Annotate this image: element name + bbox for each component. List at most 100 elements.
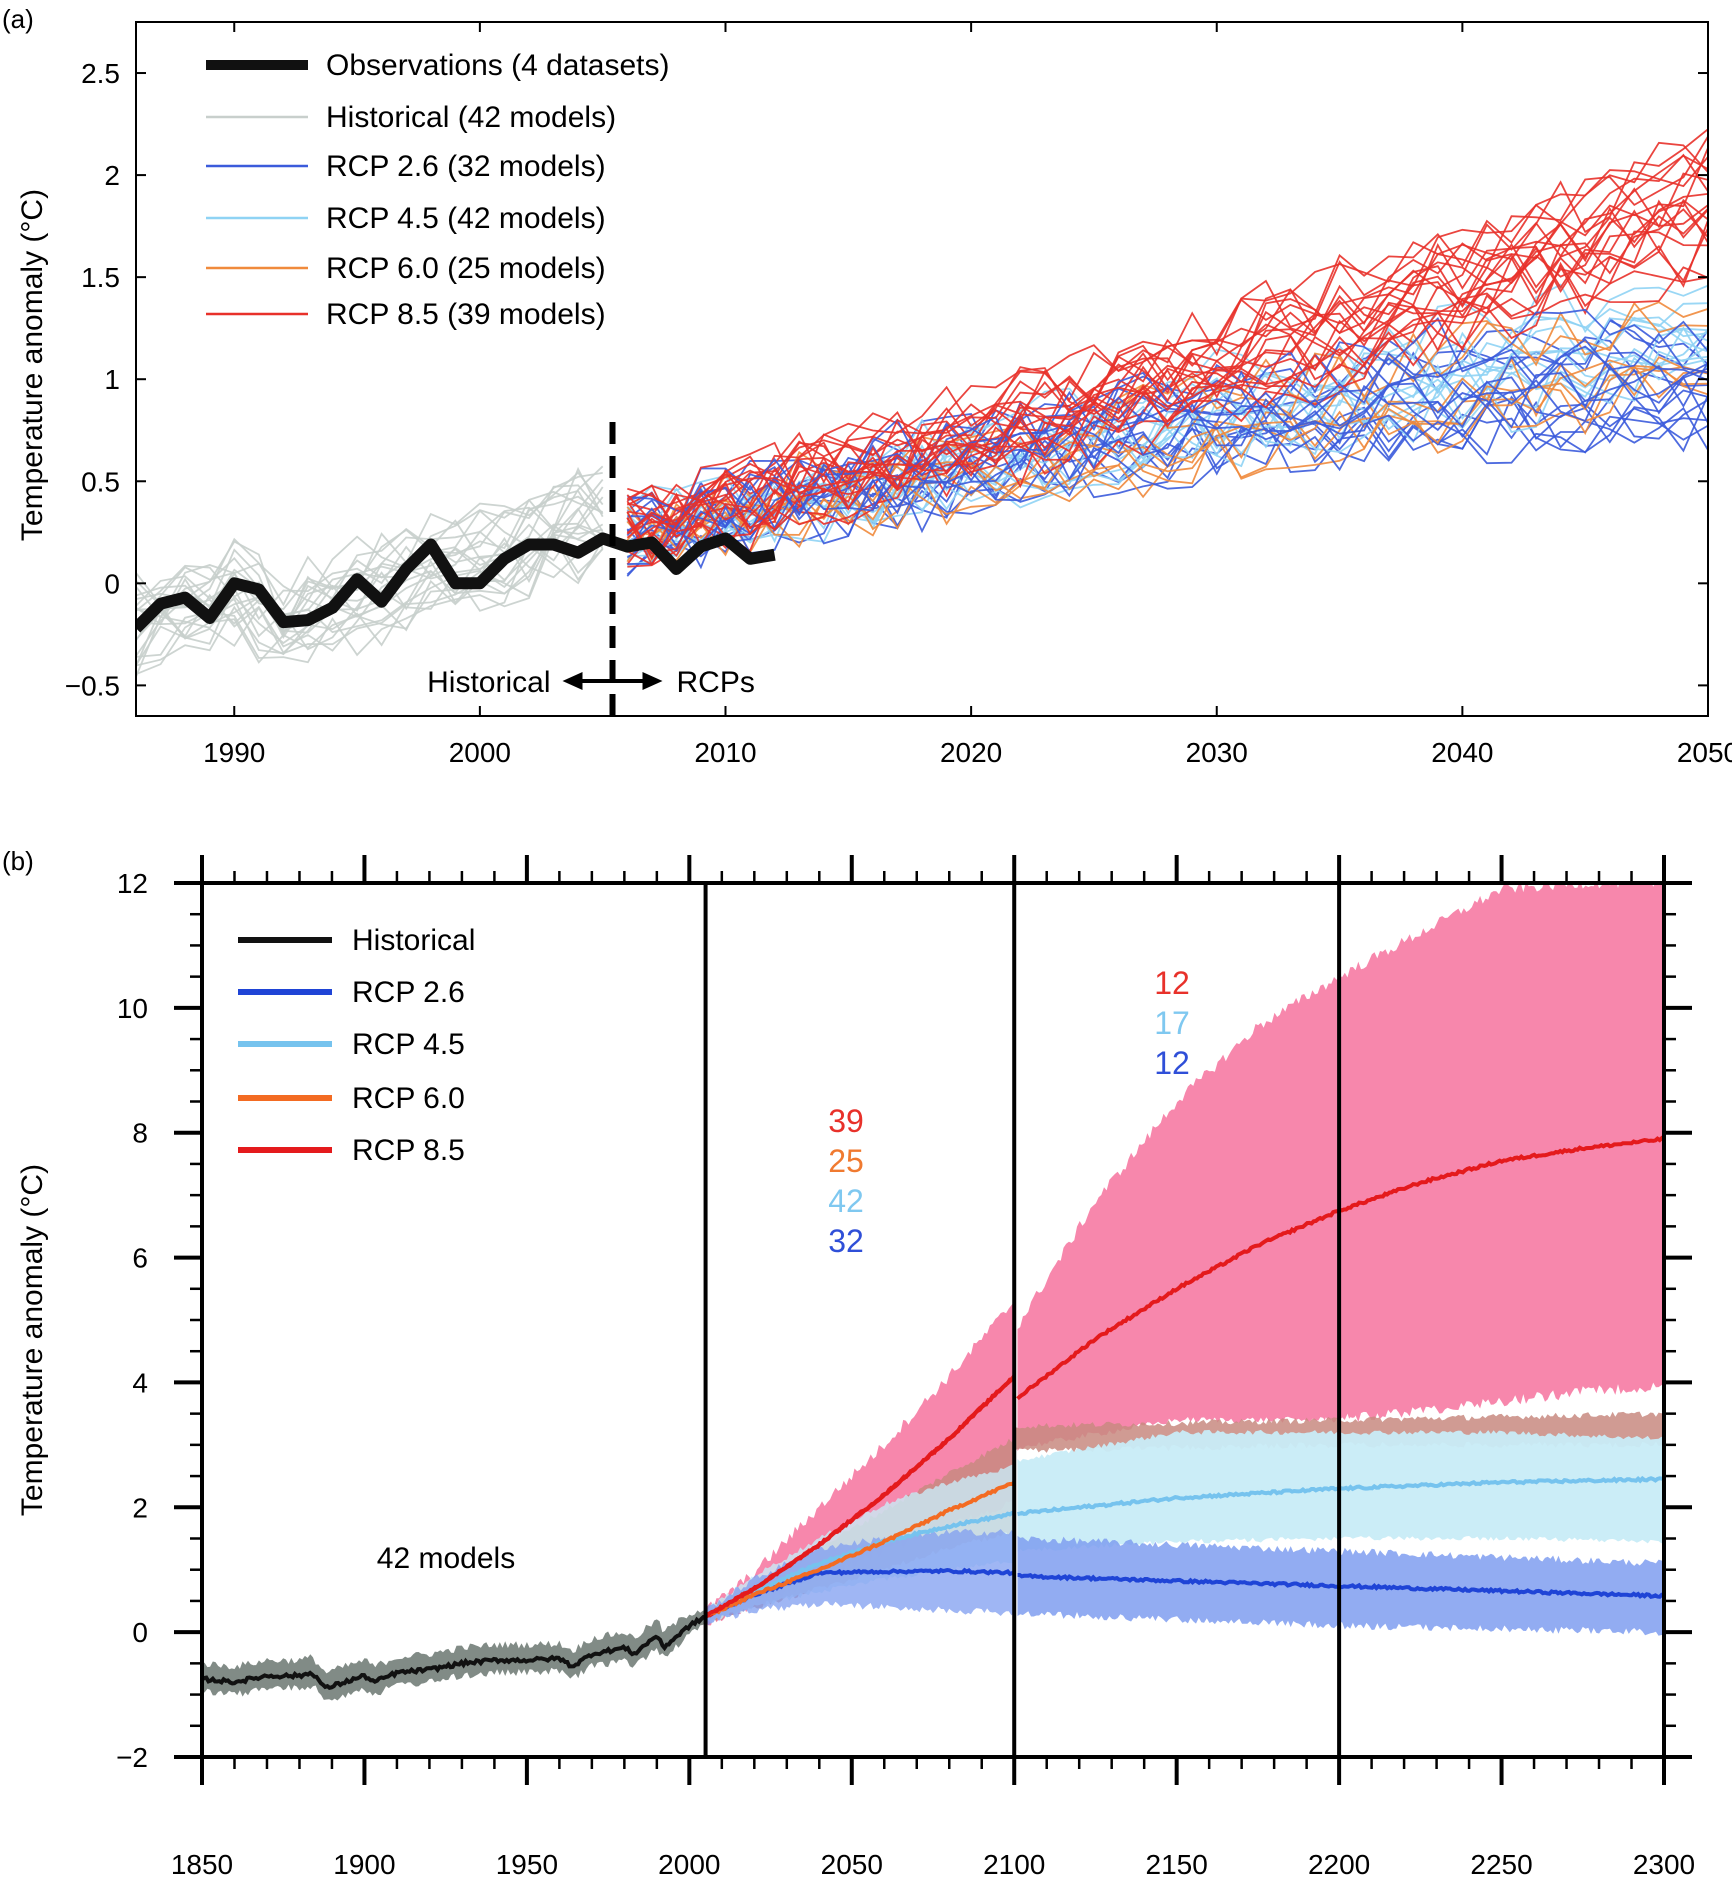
- series-rcp-2-6-32-models-model-7: [626, 368, 1708, 548]
- panel-a-legend: Observations (4 datasets) Historical (42 …: [206, 49, 670, 331]
- y-tick-label-1: 0: [104, 568, 120, 599]
- legend-label-historical-42-models: Historical (42 models): [326, 101, 616, 134]
- legend-label-historical: Historical: [352, 924, 475, 957]
- series-historical-42-models-model-12: [136, 484, 604, 637]
- panel-a-y-ticks: −0.5 0 0.5 1 1.5 2 2.5: [65, 58, 1708, 701]
- count-label-ext-1: 12: [1154, 965, 1190, 1001]
- panel-a: (a) Historical RCPs 1990 2000 2010 2020 2030…: [2, 4, 1732, 768]
- x-tick-label-2000: 2000: [658, 1849, 720, 1880]
- legend-label-observations-4-datasets: Observations (4 datasets): [326, 49, 670, 82]
- annotation-rcps: RCPs: [677, 666, 755, 699]
- series-rcp-2-6-32-models-model-2: [627, 308, 1708, 531]
- count-label-ext-3: 12: [1154, 1045, 1190, 1081]
- series-rcp-2-6-32-models-model-3: [627, 332, 1708, 529]
- legend-label-rcp-2-6: RCP 2.6: [352, 976, 465, 1009]
- count-label-ext-2: 17: [1154, 1005, 1190, 1041]
- x-tick-label-2020: 2020: [940, 737, 1002, 768]
- series-historical-42-models-model-19: [136, 535, 604, 676]
- series-observations-line: [136, 532, 776, 633]
- count-label-3: 42: [828, 1183, 864, 1219]
- series-rcp-8-5-39-models-model-10: [626, 156, 1708, 535]
- count-label-1: 39: [828, 1103, 864, 1139]
- panel-a-series: [136, 128, 1708, 678]
- x-tick-label-2000: 2000: [449, 737, 511, 768]
- series-rcp-8-5-39-models-model-9: [626, 199, 1708, 551]
- x-tick-label-1850: 1850: [171, 1849, 233, 1880]
- series-rcp-8-5-39-models-model-5: [626, 230, 1708, 560]
- y-tick-label-3: 4: [132, 1367, 148, 1398]
- series-historical-42-models-model-5: [136, 466, 604, 619]
- series-rcp-8-5-39-models-model-8: [626, 147, 1708, 539]
- panel-a-frame: [135, 21, 1709, 717]
- y-tick-label-2: 0.5: [81, 466, 120, 497]
- series-rcp-8-5-39-models-model-4: [626, 193, 1708, 535]
- panel-b-x-ticks: 1850 1900 1950 2000 2050 2100 2150 2200 2250 2300: [171, 855, 1695, 1880]
- x-tick-label-2200: 2200: [1308, 1849, 1370, 1880]
- x-tick-label-2300: 2300: [1633, 1849, 1695, 1880]
- arrow-head-left: [562, 672, 583, 690]
- panel-b-vertical-lines: [703, 883, 1342, 1757]
- series-rcp-8-5-39-models-model-8: [626, 261, 1708, 566]
- series-rcp-4-5-42-models-model-9: [627, 328, 1708, 552]
- band-rcp-8-5-to-2100: [705, 1301, 1015, 1626]
- x-tick-label-2030: 2030: [1186, 737, 1248, 768]
- series-rcp-4-5-42-models-model-3: [626, 283, 1708, 517]
- series-rcp-8-5-39-models-model-3: [626, 204, 1708, 547]
- series-rcp-8-5-39-models-model-7: [626, 227, 1708, 566]
- x-tick-label-1990: 1990: [203, 737, 265, 768]
- band-historical: [202, 1609, 706, 1701]
- model-counts-2006-2100: 39 25 42 32: [828, 1103, 864, 1259]
- panel-a-x-ticks: 1990 2000 2010 2020 2030 2040 2050: [203, 22, 1732, 768]
- x-tick-label-2150: 2150: [1146, 1849, 1208, 1880]
- x-tick-label-2050: 2050: [1677, 737, 1732, 768]
- x-tick-label-1900: 1900: [333, 1849, 395, 1880]
- annotation-42-models: 42 models: [377, 1542, 515, 1575]
- y-tick-label-2: 2: [132, 1492, 148, 1523]
- legend-label-rcp-8-5-39-models: RCP 8.5 (39 models): [326, 298, 606, 331]
- panel-b-label: (b): [2, 846, 34, 876]
- y-tick-label-5: 2: [104, 160, 120, 191]
- arrow-head-right: [642, 672, 663, 690]
- panel-a-label: (a): [2, 4, 34, 34]
- x-tick-label-2040: 2040: [1431, 737, 1493, 768]
- series-historical-42-models-model-11: [136, 471, 604, 630]
- panel-b-y-ticks: −2 0 2 4 6 8 10 12: [116, 868, 1692, 1773]
- series-rcp-2-6-32-models-model-6: [627, 414, 1708, 570]
- y-tick-label-7: 12: [117, 868, 148, 899]
- line-rcp-8-5-top: [704, 1374, 1016, 1619]
- panel-b: (b) 1850 1900 1950 2000 2050 2100 2150 2200 2250…: [2, 846, 1695, 1880]
- y-tick-label-4: 1.5: [81, 262, 120, 293]
- y-tick-label-6: 2.5: [81, 58, 120, 89]
- annotation-historical: Historical: [427, 666, 550, 699]
- legend-label-rcp-4-5: RCP 4.5: [352, 1028, 465, 1061]
- panel-b-legend: Historical RCP 2.6 RCP 4.5 RCP 6.0 RCP 8.5: [238, 924, 475, 1167]
- legend-label-rcp-6-0: RCP 6.0: [352, 1082, 465, 1115]
- line-rcp-6-0: [704, 1480, 1016, 1619]
- x-tick-label-2250: 2250: [1470, 1849, 1532, 1880]
- legend-label-rcp-8-5: RCP 8.5: [352, 1134, 465, 1167]
- series-rcp-4-5-42-models-model-2: [626, 345, 1708, 544]
- series-historical-42-models-model-20: [136, 465, 604, 607]
- model-counts-2100-2300: 12 17 12: [1154, 965, 1190, 1081]
- legend-label-rcp-6-0-25-models: RCP 6.0 (25 models): [326, 252, 606, 285]
- series-rcp-2-6-32-models-model-5: [626, 362, 1708, 559]
- y-tick-label-4: 6: [132, 1243, 148, 1274]
- x-tick-label-2010: 2010: [694, 737, 756, 768]
- count-label-2: 25: [828, 1143, 864, 1179]
- y-tick-label-0: −0.5: [65, 670, 120, 701]
- panel-a-plot-area: [136, 128, 1708, 678]
- panel-b-y-axis-title: Temperature anomaly (°C): [16, 1164, 49, 1516]
- series-historical-42-models-model-21: [136, 472, 603, 611]
- y-tick-label-1: 0: [132, 1617, 148, 1648]
- legend-label-rcp-4-5-42-models: RCP 4.5 (42 models): [326, 202, 606, 235]
- band-rcp-2-6-to-2100: [705, 1528, 1015, 1626]
- panel-b-lines: [200, 1135, 1666, 1690]
- series-rcp-8-5-39-models-model-10: [626, 154, 1708, 530]
- x-tick-label-2100: 2100: [983, 1849, 1045, 1880]
- count-label-4: 32: [828, 1223, 864, 1259]
- panel-a-y-axis-title: Temperature anomaly (°C): [16, 189, 49, 541]
- x-tick-label-2050: 2050: [821, 1849, 883, 1880]
- series-rcp-2-6-32-models-model-4: [626, 351, 1708, 547]
- y-tick-label-3: 1: [104, 364, 120, 395]
